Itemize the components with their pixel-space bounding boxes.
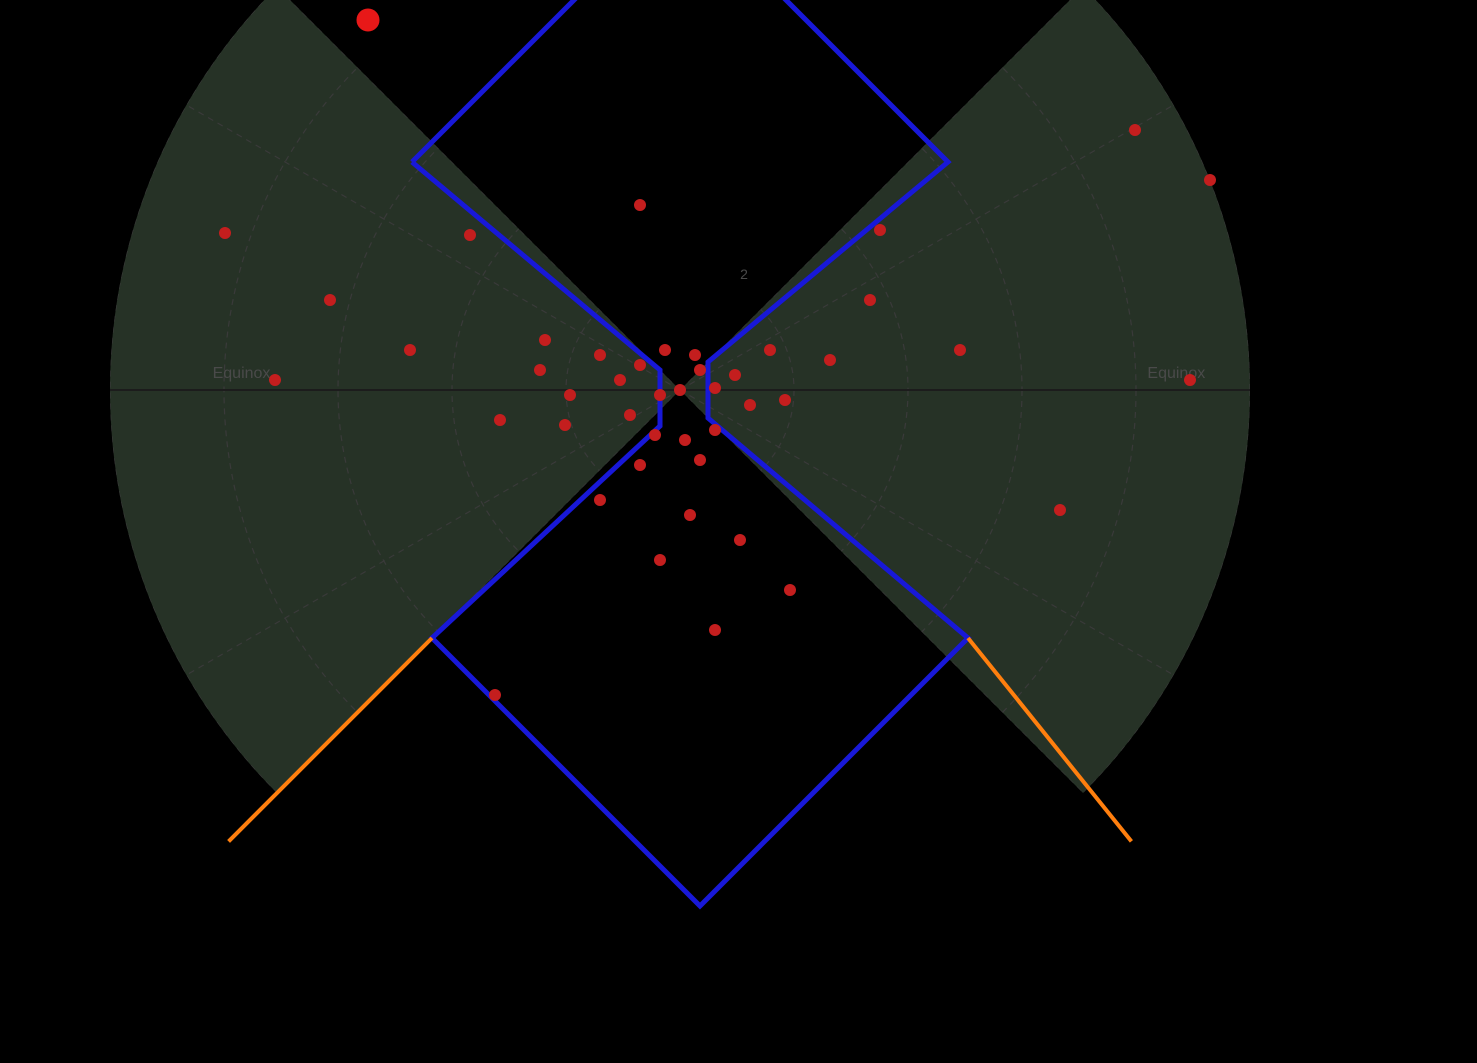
scatter-point	[1184, 374, 1196, 386]
scatter-point	[1129, 124, 1141, 136]
scatter-point	[489, 689, 501, 701]
equinox-label: Equinox	[213, 365, 271, 382]
scatter-point	[654, 554, 666, 566]
scatter-point	[219, 227, 231, 239]
scatter-point	[594, 494, 606, 506]
scatter-point	[729, 369, 741, 381]
wedge	[680, 0, 1250, 793]
scatter-point	[1054, 504, 1066, 516]
legend-marker-icon	[356, 8, 380, 32]
scatter-point	[269, 374, 281, 386]
scatter-point	[694, 454, 706, 466]
scatter-point	[874, 224, 886, 236]
polar-diagram: Equinox Equinox 2	[0, 0, 1477, 1063]
scatter-point	[779, 394, 791, 406]
scatter-point	[534, 364, 546, 376]
scatter-point	[594, 349, 606, 361]
scatter-point	[659, 344, 671, 356]
scatter-point	[404, 344, 416, 356]
scatter-point	[634, 359, 646, 371]
scatter-point	[764, 344, 776, 356]
scatter-point	[324, 294, 336, 306]
scatter-point	[614, 374, 626, 386]
scatter-point	[649, 429, 661, 441]
scatter-point	[954, 344, 966, 356]
scatter-point	[709, 382, 721, 394]
scatter-point	[734, 534, 746, 546]
scatter-point	[494, 414, 506, 426]
scatter-point	[564, 389, 576, 401]
scatter-point	[539, 334, 551, 346]
scatter-point	[784, 584, 796, 596]
scatter-point	[744, 399, 756, 411]
scatter-point	[709, 624, 721, 636]
scatter-point	[689, 349, 701, 361]
scatter-point	[634, 199, 646, 211]
scatter-point	[1204, 174, 1216, 186]
radial-tick-label: 2	[740, 266, 748, 282]
scatter-point	[624, 409, 636, 421]
scatter-point	[679, 434, 691, 446]
scatter-point	[694, 364, 706, 376]
scatter-point	[559, 419, 571, 431]
equinox-label: Equinox	[1147, 365, 1205, 382]
survey-wedges	[110, 0, 1250, 793]
scatter-point	[674, 384, 686, 396]
scatter-point	[709, 424, 721, 436]
scatter-point	[634, 459, 646, 471]
scatter-point	[684, 509, 696, 521]
scatter-point	[864, 294, 876, 306]
scatter-point	[654, 389, 666, 401]
scatter-point	[464, 229, 476, 241]
scatter-point	[824, 354, 836, 366]
